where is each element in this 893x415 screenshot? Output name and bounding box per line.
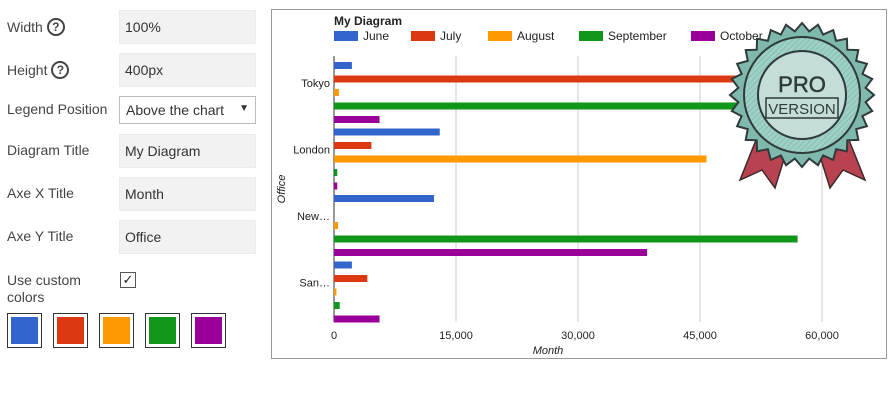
bar: [334, 116, 380, 123]
swatch-fill: [103, 317, 130, 344]
color-swatch-2[interactable]: [53, 313, 88, 348]
bar: [334, 62, 352, 69]
bar: [334, 235, 798, 243]
legend-label: August: [517, 29, 555, 43]
width-input[interactable]: 100%: [119, 10, 256, 44]
swatch-fill: [149, 317, 176, 344]
height-label: Height: [7, 62, 48, 78]
axe-x-title-label: Axe X Title: [7, 185, 74, 201]
axe-y-title-input[interactable]: Office: [119, 220, 256, 254]
legend-swatch: [411, 31, 435, 41]
legend-label: September: [608, 29, 667, 43]
legend-label: October: [720, 29, 763, 43]
bar: [334, 89, 339, 96]
swatch-fill: [57, 317, 84, 344]
height-row: Height? 400px: [0, 53, 262, 87]
legend-label: July: [440, 29, 461, 43]
swatch-fill: [11, 317, 38, 344]
badge-banner: [765, 97, 839, 119]
color-swatch-1[interactable]: [7, 313, 42, 348]
category-label: New…: [297, 211, 330, 223]
axe-x-title-row: Axe X Title Month: [0, 177, 262, 211]
legend-position-value: Above the chart: [126, 102, 225, 118]
use-custom-colors-checkbox[interactable]: ✓: [120, 272, 136, 288]
category-label: Tokyo: [301, 78, 330, 90]
bar: [334, 249, 648, 256]
category-label: London: [293, 145, 330, 157]
width-row: Width? 100%: [0, 10, 262, 44]
x-tick-label: 45,000: [683, 330, 717, 342]
bar: [334, 222, 339, 229]
bar: [334, 182, 338, 190]
bar: [334, 288, 337, 296]
y-axis-title: Office: [276, 175, 288, 204]
help-icon[interactable]: ?: [46, 18, 65, 36]
axe-x-title-input[interactable]: Month: [119, 177, 256, 211]
axe-y-title-row: Axe Y Title Office: [0, 220, 262, 254]
width-label: Width: [7, 19, 43, 35]
bar: [334, 195, 435, 202]
legend-position-label: Legend Position: [7, 101, 108, 117]
bar: [334, 315, 380, 323]
legend-swatch: [334, 31, 358, 41]
bar: [334, 142, 372, 149]
x-axis-title: Month: [533, 345, 564, 357]
caret-down-icon: ▼: [239, 103, 249, 114]
legend-label: June: [363, 29, 389, 43]
diagram-title-input[interactable]: My Diagram: [119, 134, 256, 168]
diagram-title-label: Diagram Title: [7, 142, 90, 158]
bar: [334, 261, 352, 269]
badge-line2: VERSION: [768, 101, 836, 118]
axe-y-title-label: Axe Y Title: [7, 228, 74, 244]
color-swatch-5[interactable]: [191, 313, 226, 348]
x-tick-label: 15,000: [439, 330, 473, 342]
use-custom-colors-label: Use custom colors: [7, 272, 81, 305]
x-tick-label: 60,000: [805, 330, 839, 342]
chart-title: My Diagram: [334, 14, 402, 28]
bar: [334, 302, 340, 309]
bar: [334, 128, 440, 136]
category-label: San…: [299, 278, 330, 290]
diagram-title-row: Diagram Title My Diagram: [0, 134, 262, 168]
swatch-fill: [195, 317, 222, 344]
legend-swatch: [691, 31, 715, 41]
bar: [334, 102, 757, 110]
color-swatch-3[interactable]: [99, 313, 134, 348]
pro-version-badge: PRO VERSION: [728, 21, 876, 190]
legend-position-row: Legend Position Above the chart ▼: [0, 93, 262, 127]
legend-position-select[interactable]: Above the chart ▼: [119, 96, 256, 124]
badge-line1: PRO: [778, 72, 826, 97]
color-swatch-4[interactable]: [145, 313, 180, 348]
x-tick-label: 0: [331, 330, 337, 342]
legend-swatch: [579, 31, 603, 41]
bar: [334, 155, 707, 163]
height-input[interactable]: 400px: [119, 53, 256, 87]
bar: [334, 75, 749, 83]
color-swatches: [7, 313, 226, 348]
help-icon[interactable]: ?: [51, 61, 70, 79]
bar: [334, 169, 338, 176]
legend-swatch: [488, 31, 512, 41]
bar: [334, 275, 368, 282]
x-tick-label: 30,000: [561, 330, 595, 342]
